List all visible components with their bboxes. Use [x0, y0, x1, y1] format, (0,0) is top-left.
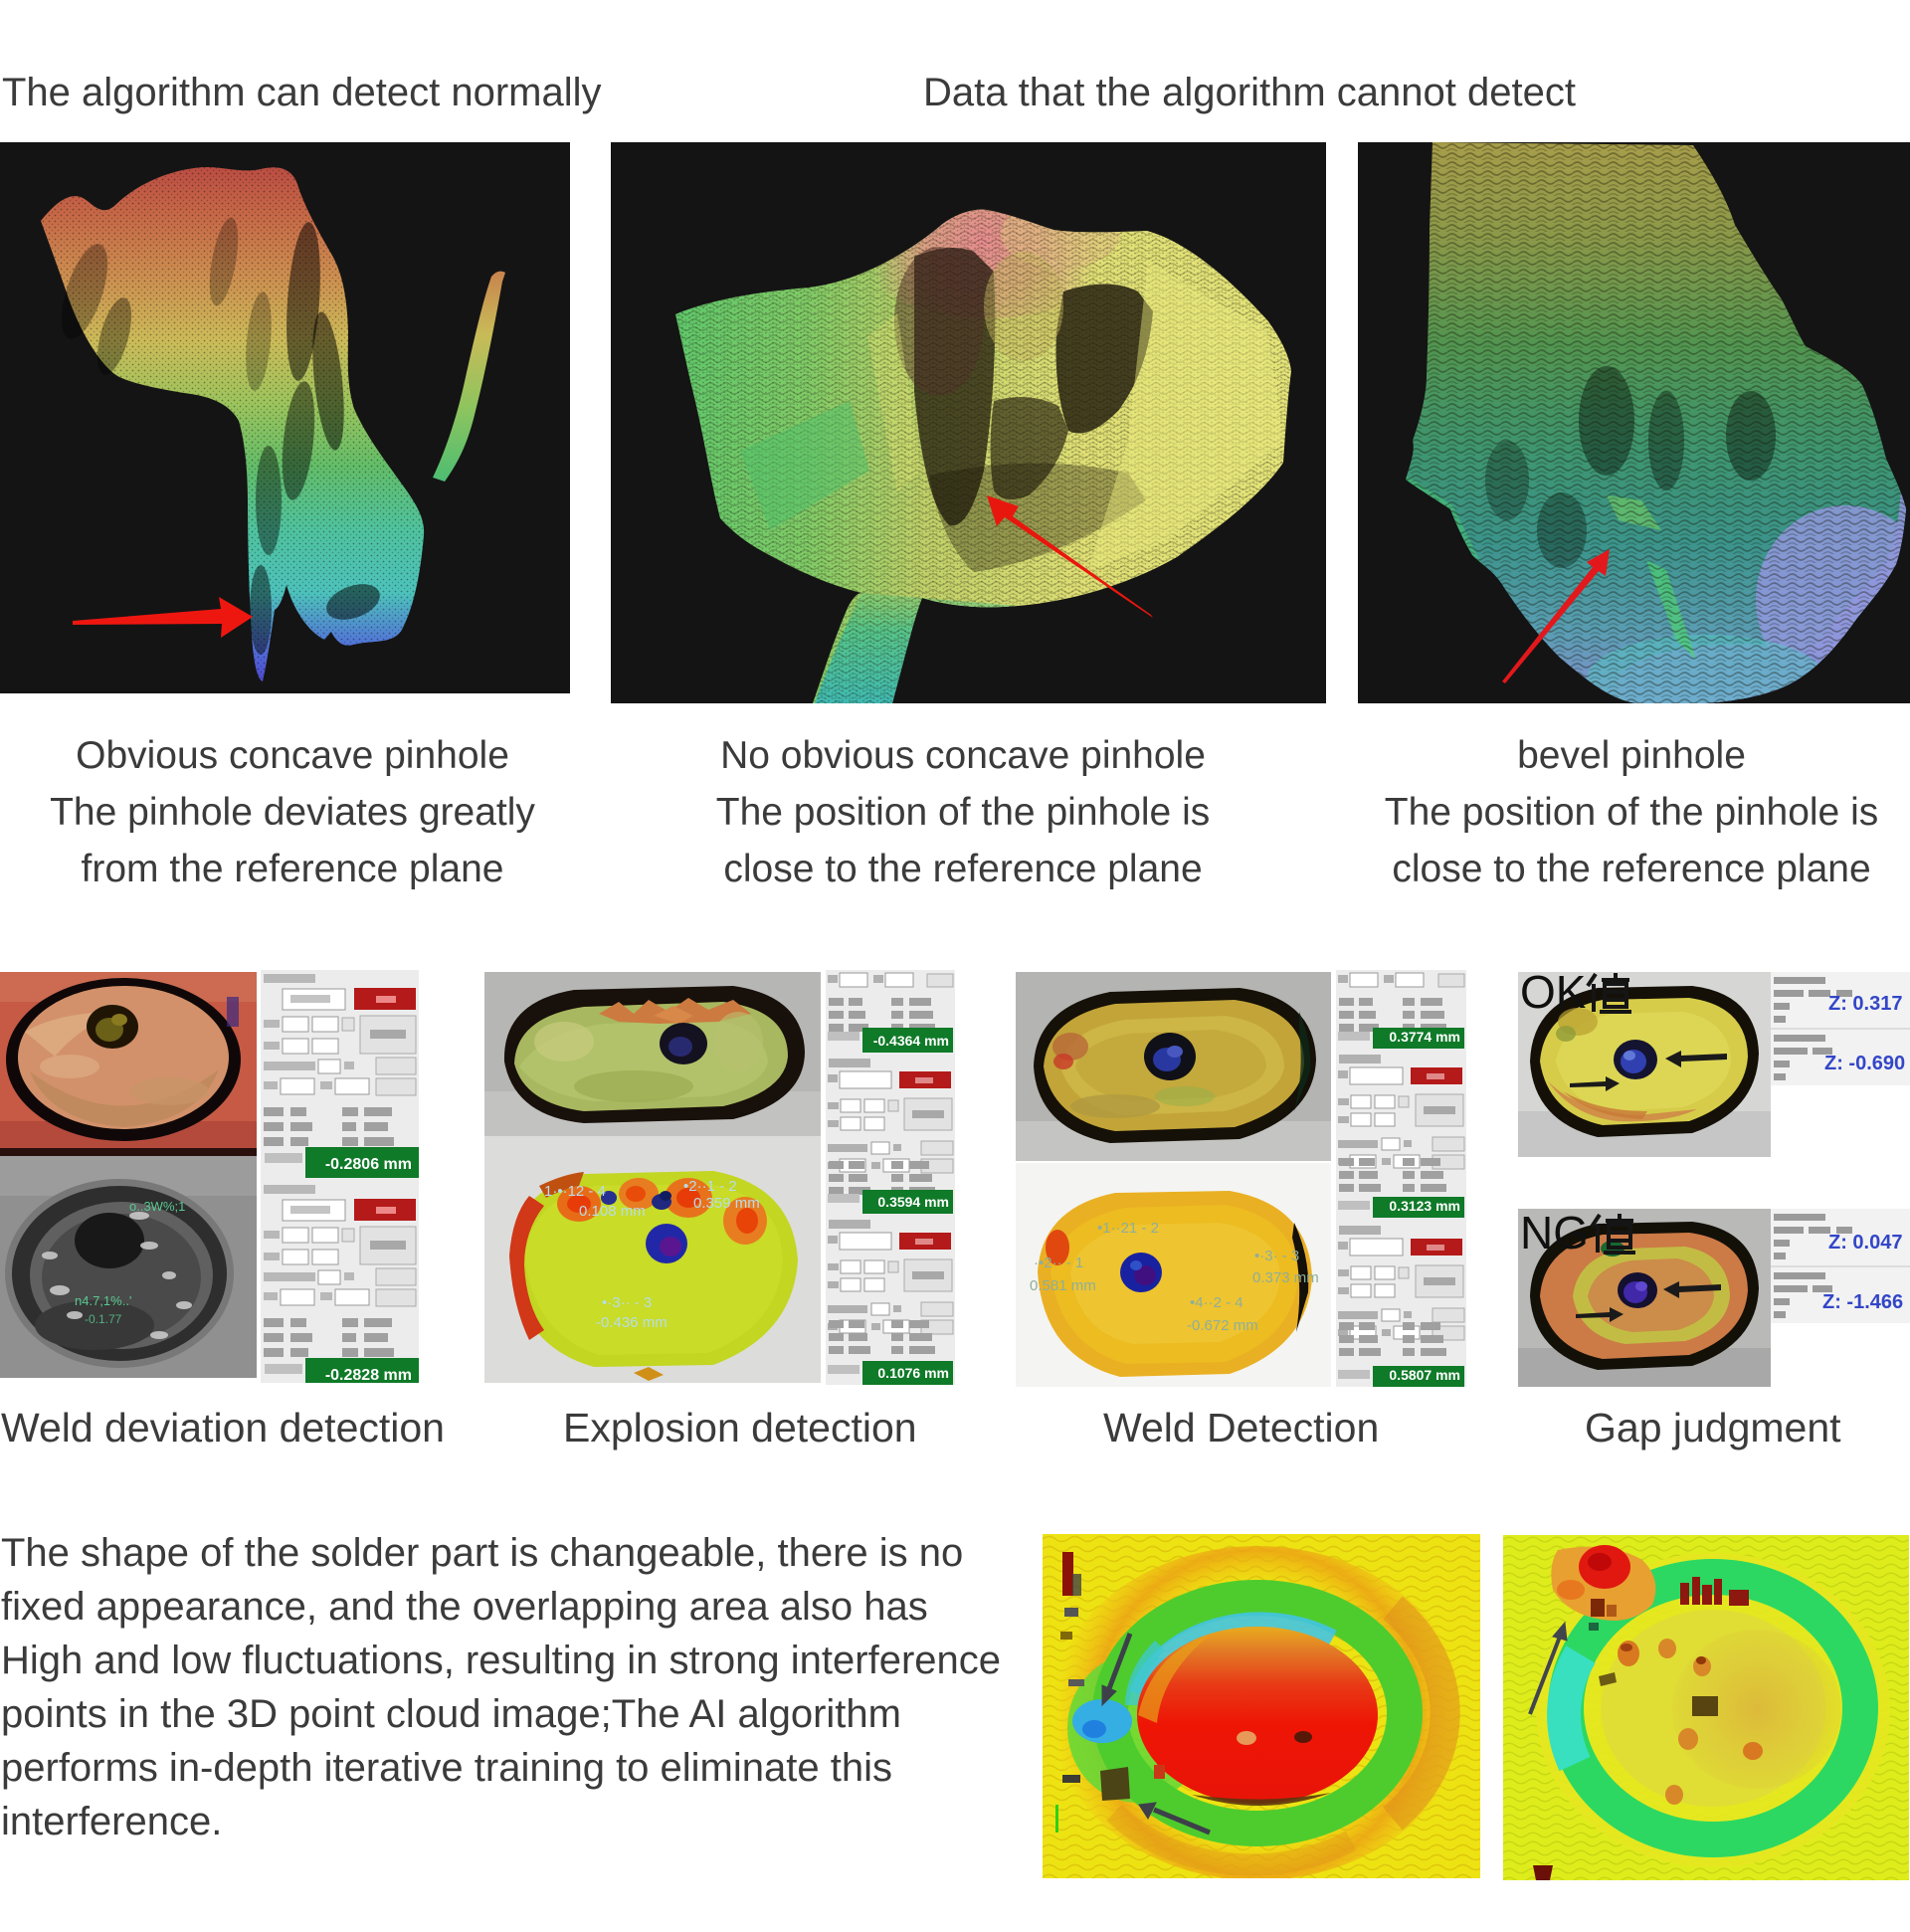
- svg-text:•·3· - 3: •·3· - 3: [1254, 1248, 1299, 1264]
- svg-text:•1··21 - 2: •1··21 - 2: [1097, 1220, 1159, 1237]
- svg-text:0.3774 mm: 0.3774 mm: [1389, 1029, 1460, 1045]
- svg-text:0.1076 mm: 0.1076 mm: [877, 1365, 949, 1381]
- svg-text:-0.1.77: -0.1.77: [85, 1312, 122, 1326]
- svg-text:•2··1 - 2: •2··1 - 2: [683, 1178, 737, 1195]
- svg-text:-0.436 mm: -0.436 mm: [596, 1314, 668, 1331]
- svg-text:Z: 0.047: Z: 0.047: [1828, 1232, 1902, 1254]
- svg-text:o..3W%;1: o..3W%;1: [129, 1199, 185, 1214]
- svg-text:0.373 mm: 0.373 mm: [1252, 1269, 1319, 1286]
- svg-text:0.108 mm: 0.108 mm: [579, 1203, 646, 1220]
- svg-text:0.359 mm: 0.359 mm: [693, 1195, 760, 1212]
- svg-text:-0.2828 mm: -0.2828 mm: [325, 1367, 412, 1383]
- svg-text:0.3594 mm: 0.3594 mm: [877, 1194, 949, 1210]
- svg-text:Z: 0.317: Z: 0.317: [1828, 993, 1902, 1015]
- svg-text:1·•·12 - 4: 1·•·12 - 4: [544, 1183, 606, 1200]
- svg-text:Z: -1.466: Z: -1.466: [1822, 1291, 1903, 1313]
- svg-text:•4··2 - 4: •4··2 - 4: [1190, 1294, 1243, 1311]
- svg-text:-0.2806 mm: -0.2806 mm: [325, 1156, 412, 1173]
- svg-text:Z: -0.690: Z: -0.690: [1824, 1053, 1905, 1074]
- svg-text:-0.4364 mm: -0.4364 mm: [873, 1033, 949, 1049]
- svg-text:0.581 mm: 0.581 mm: [1030, 1277, 1096, 1294]
- svg-text:0.5807 mm: 0.5807 mm: [1389, 1367, 1460, 1383]
- svg-text:•·3·· - 3: •·3·· - 3: [602, 1294, 652, 1311]
- svg-text:·•2·· - 1: ·•2·· - 1: [1034, 1255, 1083, 1271]
- svg-text:NG: NG: [1520, 1209, 1589, 1258]
- svg-text:0.3123 mm: 0.3123 mm: [1389, 1198, 1460, 1214]
- svg-text:OK: OK: [1520, 972, 1587, 1018]
- svg-text:n4.7,1%..': n4.7,1%..': [75, 1293, 131, 1308]
- svg-text:-0.672 mm: -0.672 mm: [1187, 1317, 1258, 1334]
